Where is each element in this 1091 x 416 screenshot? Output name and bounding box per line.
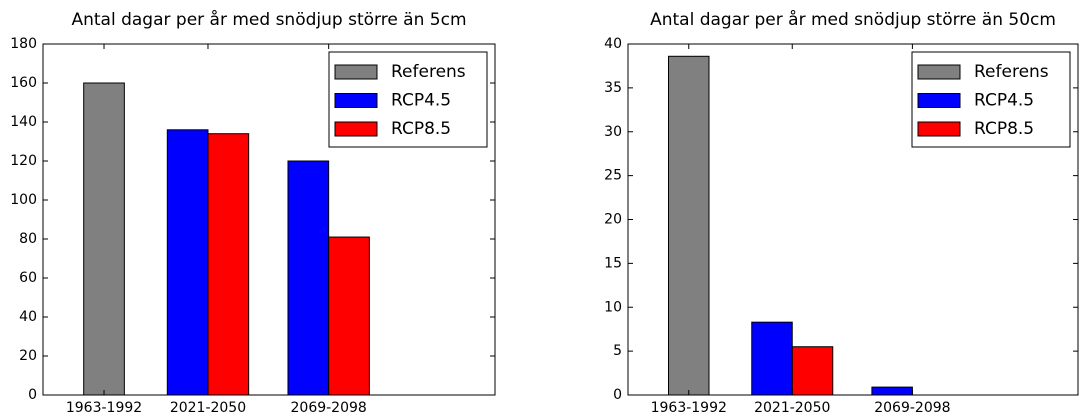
bar: [166, 129, 209, 396]
y-tick-label: 35: [604, 80, 622, 96]
y-tick-label: 80: [19, 231, 37, 247]
y-tick-label: 30: [604, 124, 622, 140]
y-tick-label: 40: [604, 36, 622, 52]
bar: [668, 55, 710, 396]
bar: [83, 82, 125, 396]
y-tick-label: 140: [10, 114, 37, 130]
plot-frame: [627, 43, 1079, 396]
x-tick-label: 1963-1992: [651, 400, 727, 416]
legend-swatch: [917, 93, 961, 108]
y-tick-label: 25: [604, 168, 622, 184]
bar: [791, 346, 834, 396]
x-tick-label: 2021-2050: [170, 400, 246, 416]
y-tick-label: 5: [613, 343, 622, 359]
y-tick-label: 0: [613, 387, 622, 403]
x-tick-label: 2069-2098: [874, 400, 950, 416]
chart-title: Antal dagar per år med snödjup större än…: [650, 9, 1056, 30]
x-tick-label: 2021-2050: [754, 400, 830, 416]
bar: [871, 386, 913, 396]
legend-label: RCP4.5: [974, 91, 1034, 111]
chart-title: Antal dagar per år med snödjup större än…: [71, 9, 466, 30]
y-tick-label: 40: [19, 309, 37, 325]
legend-label: Referens: [391, 62, 466, 82]
y-tick-label: 0: [28, 387, 37, 403]
y-tick-label: 160: [10, 75, 37, 91]
y-tick-label: 180: [10, 36, 37, 52]
y-tick-label: 15: [604, 255, 622, 271]
legend-label: RCP8.5: [391, 119, 451, 139]
bar: [751, 321, 793, 396]
y-tick-label: 60: [19, 270, 37, 286]
legend-label: Referens: [974, 62, 1049, 82]
legend-swatch: [917, 64, 961, 80]
legend-label: RCP8.5: [974, 119, 1034, 139]
bar: [287, 160, 330, 396]
legend-label: RCP4.5: [391, 91, 451, 111]
y-tick-label: 120: [10, 153, 37, 169]
bar: [328, 236, 370, 396]
y-tick-label: 10: [604, 299, 622, 315]
y-tick-label: 100: [10, 192, 37, 208]
bar: [207, 133, 250, 396]
legend-swatch: [334, 93, 378, 108]
y-tick-label: 20: [604, 212, 622, 228]
legend-swatch: [334, 64, 378, 80]
legend-swatch: [334, 121, 378, 137]
x-tick-label: 2069-2098: [291, 400, 367, 416]
plot-frame: [42, 43, 496, 396]
y-tick-label: 20: [19, 348, 37, 364]
x-tick-label: 1963-1992: [66, 400, 142, 416]
legend-swatch: [917, 121, 961, 137]
